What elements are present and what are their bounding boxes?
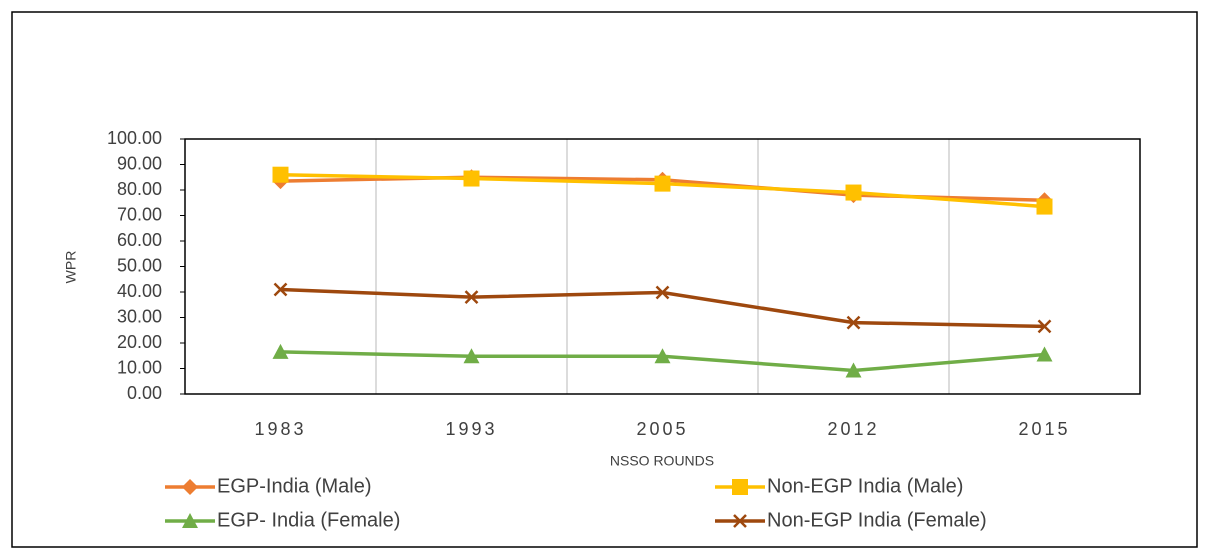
marker [272, 166, 289, 183]
y-tick-label: 60.00 [117, 230, 162, 250]
marker [732, 479, 748, 495]
x-tick-label: 2015 [1018, 419, 1070, 439]
marker [845, 184, 862, 201]
marker [463, 170, 480, 187]
x-axis-label: NSSO ROUNDS [610, 453, 714, 469]
y-tick-label: 0.00 [127, 383, 162, 403]
y-tick-label: 20.00 [117, 332, 162, 352]
marker [464, 290, 479, 304]
x-tick-label: 1983 [254, 419, 306, 439]
marker [463, 348, 480, 364]
marker [733, 514, 747, 528]
marker [845, 362, 862, 378]
marker [654, 175, 671, 192]
marker [654, 348, 671, 364]
legend-label: Non-EGP India (Female) [767, 509, 987, 531]
marker [273, 282, 288, 297]
marker [1037, 319, 1052, 334]
y-tick-label: 10.00 [117, 357, 162, 377]
legend-label: Non-EGP India (Male) [767, 475, 963, 497]
y-axis-label: WPR [63, 251, 79, 284]
y-tick-label: 30.00 [117, 306, 162, 326]
chart-border [11, 11, 1198, 548]
plot-frame [184, 138, 1141, 395]
marker [846, 315, 861, 330]
x-tick-label: 2005 [636, 419, 688, 439]
x-tick-label: 2012 [827, 419, 879, 439]
y-tick-label: 90.00 [117, 153, 162, 173]
x-tick-label: 1993 [445, 419, 497, 439]
marker [182, 479, 198, 495]
y-tick-label: 70.00 [117, 204, 162, 224]
marker [1036, 346, 1053, 362]
legend-label: EGP-India (Male) [217, 475, 372, 497]
legend-label: EGP- India (Female) [217, 509, 400, 531]
y-tick-label: 40.00 [117, 281, 162, 301]
y-tick-label: 100.00 [107, 128, 162, 148]
marker [655, 285, 670, 300]
y-tick-label: 80.00 [117, 179, 162, 199]
y-tick-label: 50.00 [117, 255, 162, 275]
marker [272, 343, 289, 359]
marker [1036, 198, 1053, 215]
marker [182, 513, 198, 528]
